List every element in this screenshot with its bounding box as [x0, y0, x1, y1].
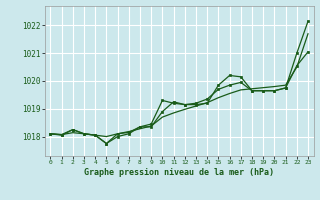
- X-axis label: Graphe pression niveau de la mer (hPa): Graphe pression niveau de la mer (hPa): [84, 168, 274, 177]
